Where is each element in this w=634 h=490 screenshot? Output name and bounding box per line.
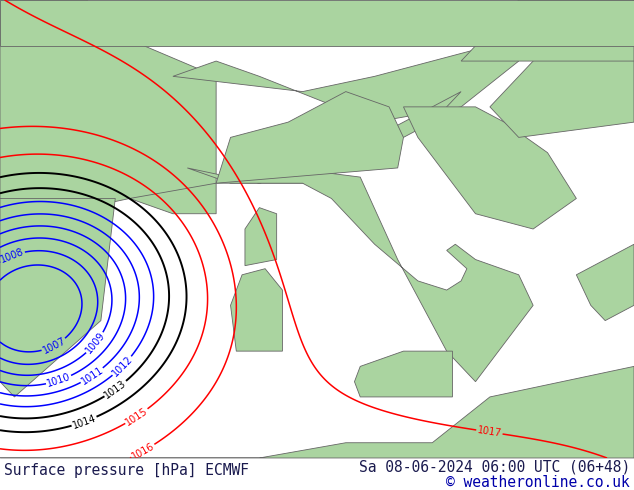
PathPatch shape (490, 0, 634, 137)
Text: 1012: 1012 (110, 354, 134, 378)
PathPatch shape (0, 198, 115, 397)
Text: 1017: 1017 (477, 425, 502, 439)
Text: Surface pressure [hPa] ECMWF: Surface pressure [hPa] ECMWF (4, 464, 249, 478)
PathPatch shape (216, 92, 403, 183)
Text: 1014: 1014 (71, 413, 98, 431)
Text: 1013: 1013 (103, 378, 129, 400)
Text: © weatheronline.co.uk: © weatheronline.co.uk (446, 474, 630, 490)
Text: 1016: 1016 (130, 441, 156, 462)
PathPatch shape (130, 183, 216, 214)
Text: Sa 08-06-2024 06:00 UTC (06+48): Sa 08-06-2024 06:00 UTC (06+48) (359, 460, 630, 474)
PathPatch shape (187, 92, 461, 183)
PathPatch shape (354, 351, 453, 397)
PathPatch shape (403, 107, 576, 229)
PathPatch shape (245, 208, 276, 266)
PathPatch shape (173, 46, 519, 122)
Text: 1015: 1015 (124, 406, 150, 427)
PathPatch shape (0, 0, 216, 214)
Text: 1010: 1010 (46, 372, 72, 389)
Text: 1009: 1009 (84, 330, 107, 356)
PathPatch shape (0, 0, 634, 46)
PathPatch shape (576, 245, 634, 320)
Text: 1008: 1008 (0, 246, 25, 265)
PathPatch shape (461, 0, 634, 61)
PathPatch shape (216, 168, 533, 382)
PathPatch shape (231, 269, 282, 351)
Text: 1011: 1011 (79, 365, 105, 387)
Text: 1007: 1007 (41, 336, 67, 356)
PathPatch shape (0, 367, 634, 458)
